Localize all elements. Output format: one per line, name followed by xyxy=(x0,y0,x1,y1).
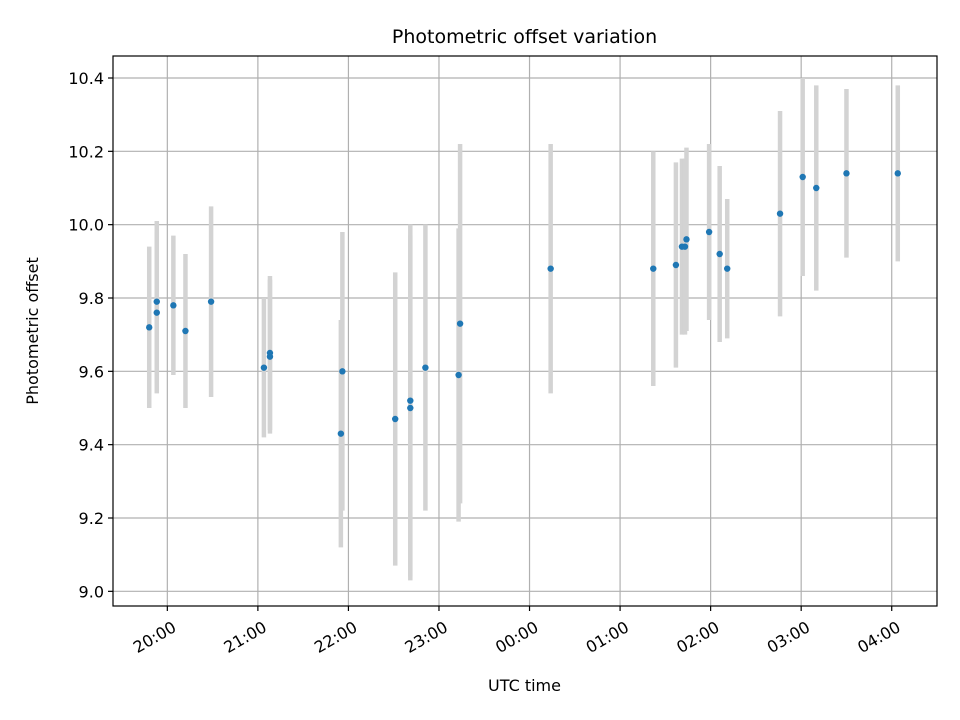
plot-frame xyxy=(112,55,938,607)
x-tick-label: 21:00 xyxy=(220,617,269,657)
data-point xyxy=(683,236,690,243)
x-tick-label: 00:00 xyxy=(492,617,541,657)
data-point xyxy=(407,397,414,404)
y-tick-label: 10.0 xyxy=(68,216,104,235)
data-point xyxy=(392,415,399,423)
grid-lines xyxy=(113,56,937,606)
x-axis-label: UTC time xyxy=(488,676,561,695)
axes: 20:00 21:00 22:00 23:00 00:00 01:00 02:00 03:00… xyxy=(68,55,938,657)
data-point xyxy=(455,371,462,379)
y-tick-label: 9.2 xyxy=(79,509,104,528)
y-tick-label: 9.8 xyxy=(79,289,104,308)
data-point xyxy=(260,364,268,371)
data-point xyxy=(153,309,160,316)
data-point xyxy=(146,324,153,331)
x-tick-label: 04:00 xyxy=(854,617,903,657)
x-tick-label: 01:00 xyxy=(583,617,632,657)
x-tick-label: 20:00 xyxy=(130,617,179,657)
data-point xyxy=(266,349,274,357)
x-tick-label: 02:00 xyxy=(673,617,722,657)
data-point xyxy=(547,265,554,272)
x-tick-label: 03:00 xyxy=(764,617,813,657)
data-point xyxy=(153,298,160,305)
data-point xyxy=(724,265,731,272)
data-point xyxy=(776,210,784,217)
data-point xyxy=(799,173,806,181)
data-point xyxy=(894,170,901,177)
data-point xyxy=(207,298,215,305)
data-point xyxy=(182,327,189,335)
y-axis-label: Photometric offset xyxy=(23,257,42,405)
x-tick-label: 22:00 xyxy=(311,617,360,657)
y-tick-label: 10.4 xyxy=(68,69,104,88)
data-point xyxy=(407,404,414,412)
data-point xyxy=(650,265,657,272)
x-tick-label: 23:00 xyxy=(402,617,451,657)
y-tick-label: 9.4 xyxy=(79,436,104,455)
data-point xyxy=(422,364,429,371)
data-point xyxy=(456,320,464,327)
data-point xyxy=(170,302,177,309)
data-point xyxy=(813,184,820,192)
chart-title: Photometric offset variation xyxy=(392,26,657,48)
y-tick-label: 10.2 xyxy=(68,142,104,161)
data-point xyxy=(716,250,723,258)
error-bars xyxy=(146,78,901,581)
data-point xyxy=(681,243,689,250)
data-points xyxy=(146,170,901,437)
y-tick-label: 9.6 xyxy=(79,362,104,381)
data-point xyxy=(337,430,345,437)
data-point xyxy=(672,261,680,269)
data-point xyxy=(705,228,713,236)
data-point xyxy=(339,368,346,375)
data-point xyxy=(843,170,850,177)
y-tick-label: 9.0 xyxy=(79,582,104,601)
